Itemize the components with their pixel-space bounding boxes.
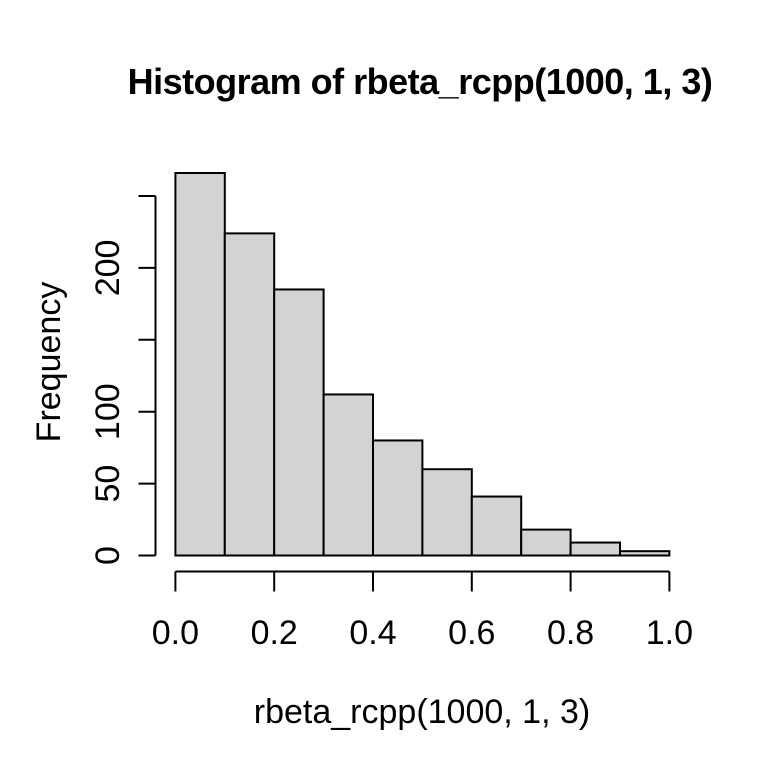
histogram-bar — [421, 468, 473, 557]
x-axis-tick-label: 0.6 — [448, 614, 495, 652]
y-axis-tick-label: 0 — [89, 546, 127, 565]
histogram-bar — [569, 541, 621, 557]
histogram-bar — [273, 288, 325, 557]
histogram-bar — [223, 232, 276, 557]
y-axis-tick-label: 50 — [89, 465, 127, 503]
y-axis-tick-label: 200 — [89, 240, 127, 297]
x-axis-tick-label: 0.0 — [152, 614, 199, 652]
histogram-bar — [520, 528, 572, 557]
y-axis-tick-label: 100 — [89, 383, 127, 440]
histogram-bar — [174, 171, 226, 557]
y-axis-label: Frequency — [30, 282, 68, 443]
x-axis-tick-label: 1.0 — [646, 614, 693, 652]
axes-layer: 0 50 100 200 0.0 0.2 0.4 0.6 0.8 1.0 — [89, 195, 693, 652]
bars-layer — [174, 171, 671, 557]
x-axis-label: rbeta_rcpp(1000, 1, 3) — [254, 693, 590, 731]
histogram-bar — [372, 439, 424, 557]
x-axis-tick-label: 0.2 — [251, 614, 298, 652]
histogram-bar — [322, 393, 375, 557]
x-axis-tick-label: 0.4 — [349, 614, 396, 652]
x-axis-tick-label: 0.8 — [547, 614, 594, 652]
histogram-bar — [619, 550, 671, 557]
chart-title: Histogram of rbeta_rcpp(1000, 1, 3) — [128, 61, 713, 102]
histogram-bar — [470, 495, 523, 557]
